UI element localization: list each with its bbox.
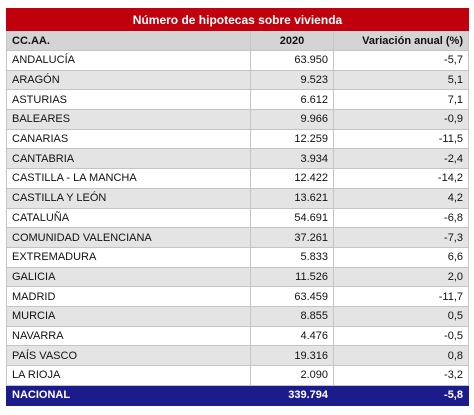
region-cell: GALICIA bbox=[6, 266, 251, 288]
region-cell: COMUNIDAD VALENCIANA bbox=[6, 227, 251, 248]
value-cell: -7,3 bbox=[333, 227, 469, 248]
table-title: Número de hipotecas sobre vivienda bbox=[6, 8, 469, 31]
mortgage-table: Número de hipotecas sobre vivienda CC.AA… bbox=[6, 8, 469, 406]
value-cell: 12.422 bbox=[250, 168, 334, 189]
value-cell: 63.950 bbox=[250, 50, 334, 71]
data-row: CATALUÑA 54.691 -6,8 bbox=[6, 207, 469, 229]
region-cell: MURCIA bbox=[6, 305, 251, 327]
data-row: LA RIOJA 2.090 -3,2 bbox=[6, 365, 469, 386]
data-row: GALICIA 11.526 2,0 bbox=[6, 266, 469, 288]
value-cell: 7,1 bbox=[333, 89, 469, 111]
value-cell: -6,8 bbox=[333, 207, 469, 229]
region-cell: ARAGÓN bbox=[6, 69, 251, 91]
value-cell: 5,1 bbox=[333, 69, 469, 91]
data-row: ASTURIAS 6.612 7,1 bbox=[6, 89, 469, 111]
total-value: -5,8 bbox=[333, 384, 469, 406]
data-row: MURCIA 8.855 0,5 bbox=[6, 305, 469, 327]
region-cell: CASTILLA - LA MANCHA bbox=[6, 168, 251, 189]
value-cell: -11,5 bbox=[333, 128, 469, 150]
region-cell: EXTREMADURA bbox=[6, 246, 251, 268]
region-cell: CATALUÑA bbox=[6, 207, 251, 229]
value-cell: 0,5 bbox=[333, 305, 469, 327]
value-cell: 3.934 bbox=[250, 148, 334, 170]
value-cell: 6.612 bbox=[250, 89, 334, 111]
value-cell: 63.459 bbox=[250, 286, 334, 307]
value-cell: 2,0 bbox=[333, 266, 469, 288]
region-cell: PAÍS VASCO bbox=[6, 345, 251, 366]
data-row: ANDALUCÍA 63.950 -5,7 bbox=[6, 50, 469, 71]
header-row: CC.AA. 2020 Variación anual (%) bbox=[6, 30, 469, 51]
data-row: BALEARES 9.966 -0,9 bbox=[6, 109, 469, 130]
value-cell: -11,7 bbox=[333, 286, 469, 307]
table-body: Número de hipotecas sobre vivienda CC.AA… bbox=[6, 8, 469, 406]
value-cell: 8.855 bbox=[250, 305, 334, 327]
value-cell: 11.526 bbox=[250, 266, 334, 288]
header-cell: CC.AA. bbox=[6, 30, 251, 51]
title-row: Número de hipotecas sobre vivienda bbox=[6, 8, 469, 31]
value-cell: 9.966 bbox=[250, 109, 334, 130]
value-cell: -0,5 bbox=[333, 325, 469, 347]
value-cell: 19.316 bbox=[250, 345, 334, 366]
data-row: EXTREMADURA 5.833 6,6 bbox=[6, 246, 469, 268]
value-cell: 13.621 bbox=[250, 187, 334, 209]
value-cell: 12.259 bbox=[250, 128, 334, 150]
value-cell: 2.090 bbox=[250, 365, 334, 386]
region-cell: CANARIAS bbox=[6, 128, 251, 150]
value-cell: -0,9 bbox=[333, 109, 469, 130]
value-cell: -14,2 bbox=[333, 168, 469, 189]
header-cell: Variación anual (%) bbox=[333, 30, 469, 51]
value-cell: 37.261 bbox=[250, 227, 334, 248]
data-row: COMUNIDAD VALENCIANA 37.261 -7,3 bbox=[6, 227, 469, 248]
data-row: NAVARRA 4.476 -0,5 bbox=[6, 325, 469, 347]
data-row: MADRID 63.459 -11,7 bbox=[6, 286, 469, 307]
total-label: NACIONAL bbox=[6, 384, 251, 406]
total-value: 339.794 bbox=[250, 384, 334, 406]
data-row: PAÍS VASCO 19.316 0,8 bbox=[6, 345, 469, 366]
value-cell: 4,2 bbox=[333, 187, 469, 209]
value-cell: 6,6 bbox=[333, 246, 469, 268]
value-cell: 9.523 bbox=[250, 69, 334, 91]
value-cell: 4.476 bbox=[250, 325, 334, 347]
data-row: CANARIAS 12.259 -11,5 bbox=[6, 128, 469, 150]
region-cell: BALEARES bbox=[6, 109, 251, 130]
value-cell: -3,2 bbox=[333, 365, 469, 386]
value-cell: 0,8 bbox=[333, 345, 469, 366]
region-cell: CANTABRIA bbox=[6, 148, 251, 170]
total-row: NACIONAL 339.794 -5,8 bbox=[6, 384, 469, 406]
data-row: CASTILLA Y LEÓN 13.621 4,2 bbox=[6, 187, 469, 209]
region-cell: MADRID bbox=[6, 286, 251, 307]
header-cell: 2020 bbox=[250, 30, 334, 51]
data-row: ARAGÓN 9.523 5,1 bbox=[6, 69, 469, 91]
value-cell: 5.833 bbox=[250, 246, 334, 268]
region-cell: LA RIOJA bbox=[6, 365, 251, 386]
value-cell: -5,7 bbox=[333, 50, 469, 71]
region-cell: NAVARRA bbox=[6, 325, 251, 347]
region-cell: ASTURIAS bbox=[6, 89, 251, 111]
value-cell: -2,4 bbox=[333, 148, 469, 170]
data-row: CANTABRIA 3.934 -2,4 bbox=[6, 148, 469, 170]
value-cell: 54.691 bbox=[250, 207, 334, 229]
region-cell: ANDALUCÍA bbox=[6, 50, 251, 71]
table-container: Número de hipotecas sobre vivienda CC.AA… bbox=[6, 8, 469, 406]
data-row: CASTILLA - LA MANCHA 12.422 -14,2 bbox=[6, 168, 469, 189]
region-cell: CASTILLA Y LEÓN bbox=[6, 187, 251, 209]
